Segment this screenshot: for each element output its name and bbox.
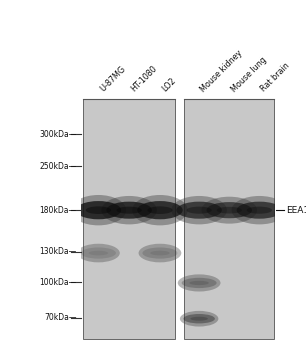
Text: 180kDa—: 180kDa— <box>39 206 76 215</box>
Text: 100kDa—: 100kDa— <box>39 278 76 287</box>
Text: 300kDa—: 300kDa— <box>39 130 76 139</box>
Text: EEA1: EEA1 <box>286 206 306 215</box>
Ellipse shape <box>232 196 287 224</box>
Ellipse shape <box>237 202 282 219</box>
Ellipse shape <box>217 207 242 214</box>
Ellipse shape <box>71 195 126 225</box>
Ellipse shape <box>176 202 222 219</box>
Ellipse shape <box>89 251 108 256</box>
Ellipse shape <box>143 247 177 259</box>
Ellipse shape <box>186 206 212 214</box>
Text: U-87MG: U-87MG <box>99 65 128 94</box>
Text: Mouse lung: Mouse lung <box>229 55 268 94</box>
Ellipse shape <box>183 314 215 323</box>
Text: Mouse kidney: Mouse kidney <box>199 48 245 94</box>
Text: 130kDa—: 130kDa— <box>39 247 76 256</box>
Ellipse shape <box>190 317 208 321</box>
Ellipse shape <box>81 247 116 259</box>
Ellipse shape <box>117 206 142 214</box>
Ellipse shape <box>171 196 227 224</box>
Ellipse shape <box>147 206 173 214</box>
Ellipse shape <box>207 202 252 218</box>
Ellipse shape <box>150 251 170 256</box>
Ellipse shape <box>247 206 272 214</box>
Text: Rat brain: Rat brain <box>259 62 292 94</box>
Ellipse shape <box>101 196 157 224</box>
Bar <box>83 99 175 339</box>
Ellipse shape <box>178 274 221 292</box>
Ellipse shape <box>182 278 217 288</box>
Ellipse shape <box>137 201 183 219</box>
Ellipse shape <box>77 244 120 262</box>
Text: HT-1080: HT-1080 <box>129 64 159 94</box>
Ellipse shape <box>76 201 121 219</box>
Ellipse shape <box>132 195 188 225</box>
Ellipse shape <box>139 244 181 262</box>
Ellipse shape <box>86 206 111 214</box>
Text: 70kDa—: 70kDa— <box>44 314 76 322</box>
Bar <box>184 99 274 339</box>
Ellipse shape <box>189 281 209 285</box>
Text: LO2: LO2 <box>160 76 177 94</box>
Ellipse shape <box>106 202 152 219</box>
Ellipse shape <box>201 197 257 224</box>
Ellipse shape <box>180 311 218 327</box>
Text: 250kDa—: 250kDa— <box>39 162 76 170</box>
